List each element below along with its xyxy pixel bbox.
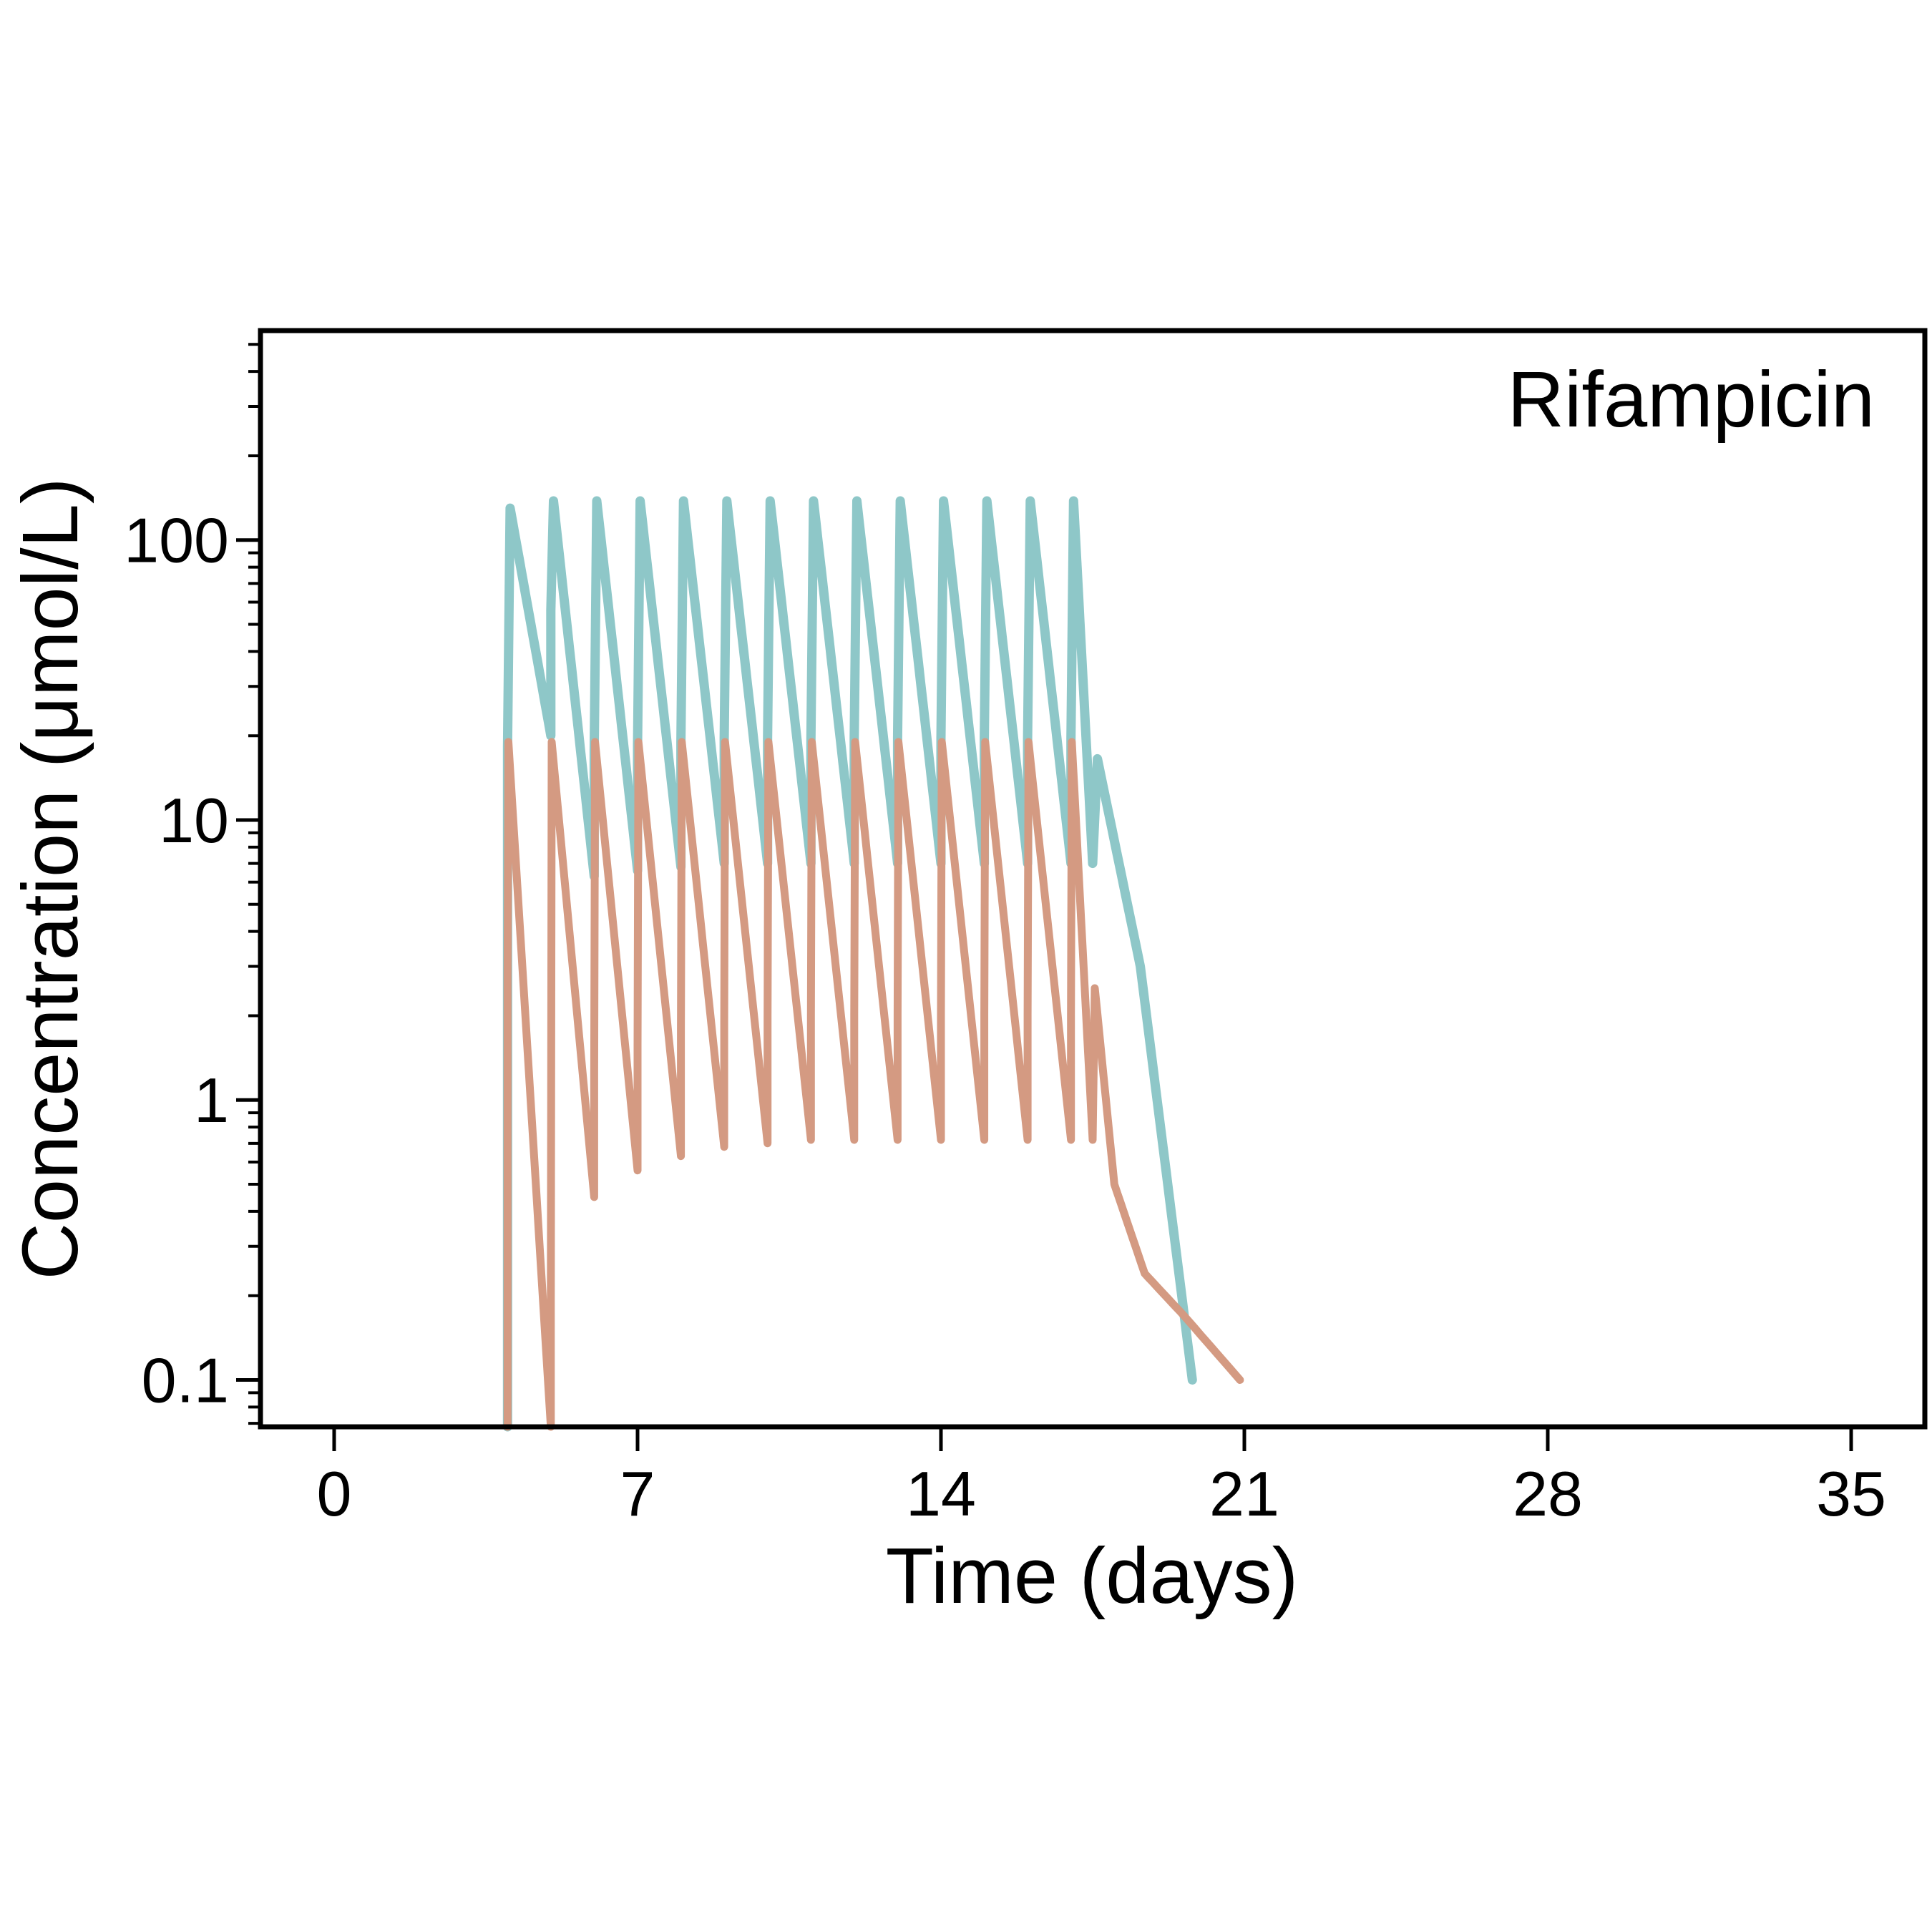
x-axis: 0 7 14 21 28 35 (316, 1427, 1886, 1529)
y-tick-label: 100 (124, 505, 229, 576)
y-tick-label: 1 (194, 1065, 229, 1136)
x-tick-label: 14 (906, 1458, 976, 1529)
x-tick-label: 35 (1816, 1458, 1886, 1529)
series-layer (502, 496, 1244, 1432)
x-axis-label: Time (days) (886, 1532, 1299, 1620)
x-tick-label: 21 (1209, 1458, 1279, 1529)
y-tick-label: 0.1 (142, 1345, 229, 1415)
x-tick-label: 7 (620, 1458, 655, 1529)
y-tick-label: 10 (159, 785, 229, 856)
x-tick-label: 28 (1513, 1458, 1583, 1529)
chart-annotation: Rifampicin (1508, 356, 1875, 444)
plot-frame (258, 328, 1928, 1430)
x-tick-label: 0 (316, 1458, 351, 1529)
series-line-2 (503, 738, 1244, 1431)
series-line-1 (502, 496, 1197, 1432)
y-axis: 0.1 1 10 100 (124, 343, 260, 1425)
y-axis-label: Concentration (μmol/L) (6, 477, 94, 1279)
